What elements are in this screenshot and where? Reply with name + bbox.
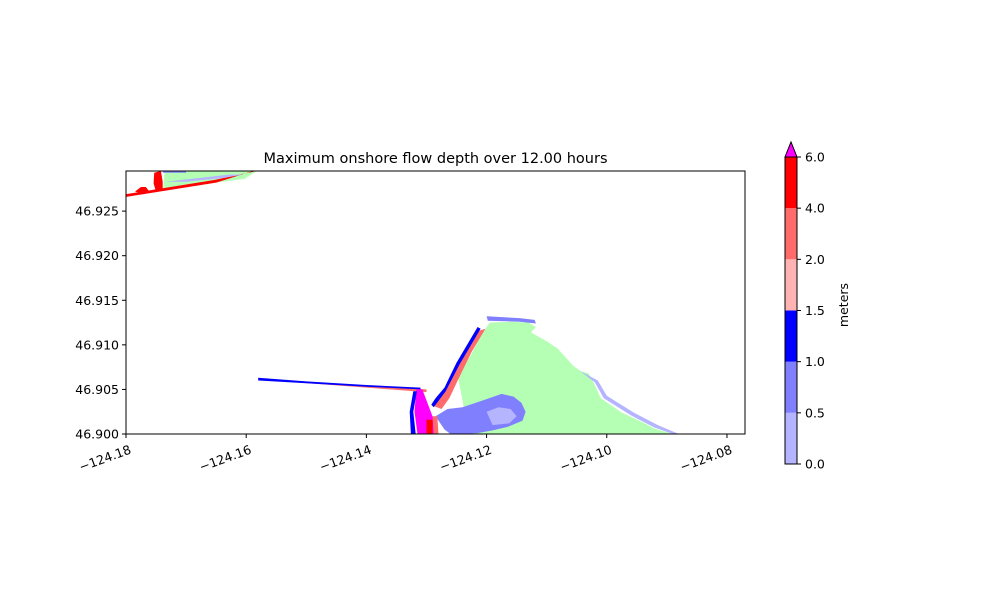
region-bay-shoreline-blue	[431, 327, 481, 408]
y-tick-label: 46.920	[75, 248, 119, 263]
colorbar-band	[785, 412, 797, 464]
colorbar-label: meters	[836, 283, 851, 327]
colorbar-tick-label: 6.0	[805, 150, 825, 165]
flow-depth-regions	[126, 171, 679, 434]
region-channel-edge	[432, 416, 439, 434]
plot-background	[126, 171, 745, 434]
colorbar-band	[785, 157, 797, 209]
region-north-red-plume	[153, 171, 163, 192]
colorbar-tick-label: 2.0	[805, 252, 825, 267]
colorbar-tick-label: 4.0	[805, 201, 825, 216]
region-north-light-blue	[165, 174, 244, 182]
colorbar-extension	[784, 140, 798, 158]
y-tick-label: 46.910	[75, 337, 119, 352]
colorbar-band	[785, 310, 797, 362]
y-tick-label: 46.905	[75, 382, 119, 397]
y-axis: 46.900 46.905 46.910 46.915 46.920 46.925	[75, 204, 126, 442]
y-tick-label: 46.900	[75, 427, 119, 442]
plot-area	[126, 171, 745, 434]
x-tick-label: −124.10	[558, 442, 614, 475]
colorbar-band	[785, 361, 797, 413]
colorbar-tick-label: 1.0	[805, 354, 825, 369]
colorbar-tick-label: 0.5	[805, 405, 825, 420]
region-bay-shoreline-red	[432, 328, 486, 409]
region-channel-blue	[409, 391, 417, 434]
region-inland-area-light	[486, 407, 517, 426]
region-north-red-blob	[135, 187, 150, 195]
x-tick-label: −124.08	[678, 442, 734, 475]
chart-title: Maximum onshore flow depth over 12.00 ho…	[263, 151, 607, 167]
plot-frame	[125, 170, 746, 435]
colorbar: 0.0 0.5 1.0 1.5 2.0 4.0 6.0	[784, 140, 825, 472]
x-tick-label: −124.18	[77, 442, 133, 475]
x-axis: −124.18 −124.16 −124.14 −124.12 −124.10 −124.…	[77, 434, 734, 474]
colorbar-band	[785, 208, 797, 260]
x-tick-label: −124.14	[317, 442, 373, 475]
y-tick-label: 46.915	[75, 293, 119, 308]
y-tick-label: 46.925	[75, 204, 119, 219]
region-channel-red	[426, 419, 433, 434]
colorbar-band	[785, 259, 797, 311]
x-tick-label: −124.12	[438, 442, 494, 475]
region-north-spit-blue	[486, 316, 536, 324]
colorbar-tick-label: 0.0	[805, 457, 825, 472]
region-jetty-blue	[258, 377, 421, 390]
x-tick-label: −124.16	[197, 442, 253, 475]
colorbar-tick-label: 1.5	[805, 303, 825, 318]
region-east-shore-light	[579, 370, 679, 434]
